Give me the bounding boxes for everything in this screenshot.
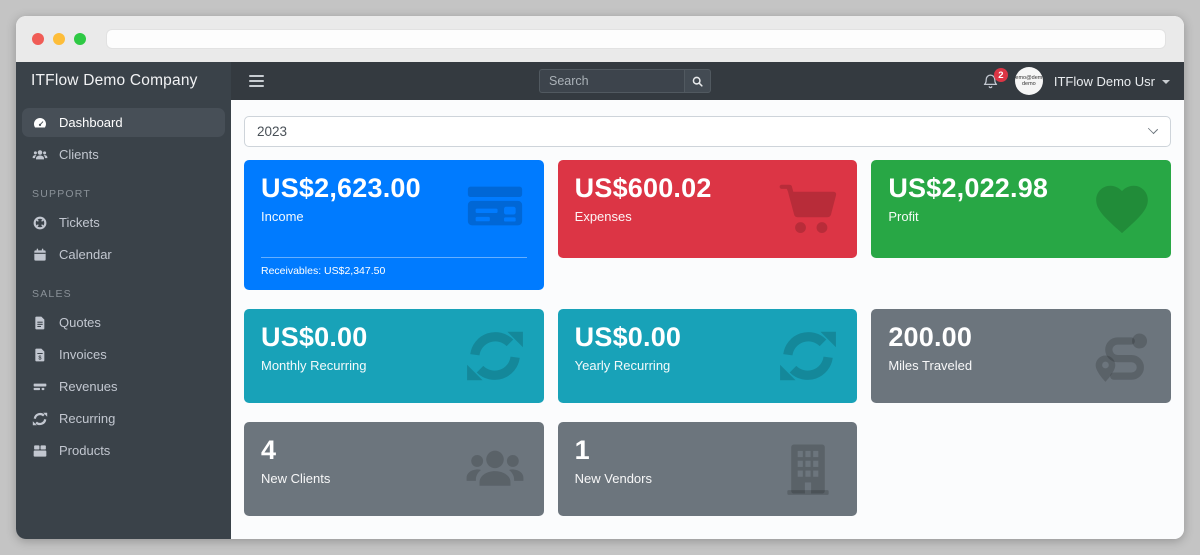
- sidebar-item-label: Revenues: [59, 379, 118, 394]
- sidebar: ITFlow Demo Company Dashboard Clients: [16, 62, 231, 539]
- users-icon: [464, 438, 526, 500]
- sidebar-item-invoices[interactable]: $ Invoices: [22, 340, 225, 369]
- address-bar[interactable]: [106, 29, 1166, 49]
- sync-icon: [464, 325, 526, 387]
- life-ring-icon: [32, 215, 48, 231]
- card-label: Yearly Recurring: [574, 358, 671, 374]
- sidebar-item-tickets[interactable]: Tickets: [22, 208, 225, 237]
- maximize-window-icon[interactable]: [74, 33, 86, 45]
- card-label: New Clients: [261, 471, 331, 487]
- bell-icon: [982, 70, 999, 90]
- card-label: Expenses: [574, 209, 632, 225]
- file-dollar-icon: $: [32, 347, 48, 363]
- sidebar-item-dashboard[interactable]: Dashboard: [22, 108, 225, 137]
- shopping-cart-icon: [777, 178, 839, 240]
- sidebar-item-revenues[interactable]: Revenues: [22, 372, 225, 401]
- avatar[interactable]: demo@demo demo: [1014, 67, 1043, 95]
- users-icon: [32, 147, 48, 163]
- window-controls: [32, 33, 86, 45]
- calendar-icon: [32, 247, 48, 263]
- gauge-icon: [32, 115, 48, 131]
- browser-window: ITFlow Demo Company Dashboard Clients: [16, 16, 1184, 539]
- browser-chrome: [16, 16, 1184, 62]
- heart-icon: [1091, 178, 1153, 240]
- card-value: 4: [261, 435, 277, 465]
- sidebar-item-recurring[interactable]: Recurring: [22, 404, 225, 433]
- notification-count-badge: 2: [993, 68, 1008, 82]
- sidebar-item-label: Clients: [59, 147, 99, 162]
- card-label: New Vendors: [574, 471, 652, 487]
- expenses-card[interactable]: US$600.02 Expenses: [557, 160, 858, 258]
- card-label: Miles Traveled: [888, 358, 973, 374]
- sidebar-section-support: SUPPORT: [32, 188, 91, 200]
- sidebar-item-label: Products: [59, 443, 111, 458]
- sidebar-section-sales: SALES: [32, 288, 72, 300]
- top-navbar: 2 demo@demo demo ITFlow Demo Usr: [231, 62, 1184, 100]
- sidebar-item-label: Tickets: [59, 215, 100, 230]
- sidebar-item-quotes[interactable]: Quotes: [22, 308, 225, 337]
- dashboard-content: 2023 US$2,623.00 Income Receivables: [231, 100, 1184, 539]
- card-value: US$0.00: [261, 322, 368, 352]
- card-label: Monthly Recurring: [261, 358, 367, 374]
- card-label: Profit: [888, 209, 919, 225]
- card-value: US$2,022.98: [888, 173, 1049, 203]
- new-clients-card[interactable]: 4 New Clients: [244, 422, 544, 516]
- money-check-icon: [32, 379, 48, 395]
- menu-toggle-icon[interactable]: [249, 75, 264, 87]
- card-value: US$0.00: [574, 322, 682, 352]
- svg-text:$: $: [38, 355, 42, 361]
- credit-card-icon: [464, 175, 526, 237]
- caret-down-icon: [1162, 79, 1170, 84]
- receivables-footer: Receivables: US$2,347.50: [261, 257, 527, 277]
- building-icon: [777, 438, 839, 500]
- route-icon: [1091, 325, 1153, 387]
- box-icon: [32, 443, 48, 459]
- user-name: ITFlow Demo Usr: [1053, 73, 1155, 89]
- year-select[interactable]: 2023: [244, 116, 1171, 147]
- card-value: 1: [574, 435, 590, 465]
- avatar-text-line1: demo@demo: [1015, 74, 1043, 81]
- sidebar-item-calendar[interactable]: Calendar: [22, 240, 225, 269]
- sync-icon: [777, 325, 839, 387]
- file-lines-icon: [32, 315, 48, 331]
- card-value: 200.00: [888, 322, 973, 352]
- user-menu[interactable]: ITFlow Demo Usr: [1054, 74, 1170, 89]
- income-card[interactable]: US$2,623.00 Income Receivables: US$2,347…: [244, 160, 544, 290]
- sidebar-item-label: Invoices: [59, 347, 107, 362]
- search-group: [539, 69, 711, 93]
- sidebar-menu: Dashboard Clients SUPPORT Tickets: [16, 100, 231, 468]
- avatar-text-line2: demo: [1021, 81, 1036, 87]
- stats-grid: US$2,623.00 Income Receivables: US$2,347…: [244, 160, 1171, 516]
- sidebar-item-label: Dashboard: [59, 115, 123, 130]
- miles-traveled-card[interactable]: 200.00 Miles Traveled: [871, 309, 1171, 403]
- search-input[interactable]: [539, 69, 684, 93]
- sidebar-item-label: Quotes: [59, 315, 101, 330]
- sidebar-item-clients[interactable]: Clients: [22, 140, 225, 169]
- sidebar-item-products[interactable]: Products: [22, 436, 225, 465]
- card-value: US$2,623.00: [261, 173, 421, 203]
- search-button[interactable]: [684, 69, 711, 93]
- sync-icon: [32, 411, 48, 427]
- company-brand[interactable]: ITFlow Demo Company: [31, 72, 198, 89]
- sidebar-item-label: Recurring: [59, 411, 116, 426]
- search-icon: [691, 75, 704, 88]
- minimize-window-icon[interactable]: [53, 33, 65, 45]
- card-value: US$600.02: [574, 173, 712, 203]
- new-vendors-card[interactable]: 1 New Vendors: [557, 422, 858, 516]
- monthly-recurring-card[interactable]: US$0.00 Monthly Recurring: [244, 309, 544, 403]
- close-window-icon[interactable]: [32, 33, 44, 45]
- profit-card[interactable]: US$2,022.98 Profit: [871, 160, 1171, 258]
- yearly-recurring-card[interactable]: US$0.00 Yearly Recurring: [557, 309, 858, 403]
- notifications-button[interactable]: 2: [982, 68, 1008, 92]
- sidebar-item-label: Calendar: [59, 247, 112, 262]
- card-label: Income: [261, 209, 304, 225]
